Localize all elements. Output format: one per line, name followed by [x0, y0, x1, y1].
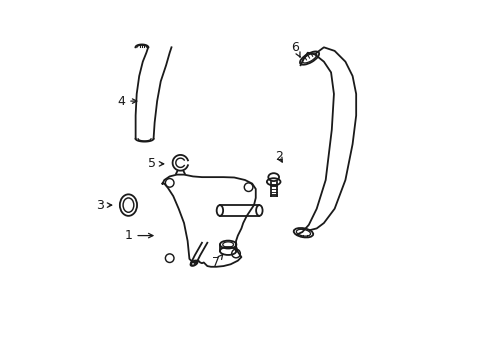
Text: 2: 2: [275, 150, 283, 163]
Text: 3: 3: [96, 199, 112, 212]
Text: 6: 6: [291, 41, 300, 57]
Text: 4: 4: [117, 95, 137, 108]
Text: 5: 5: [148, 157, 164, 170]
Text: 1: 1: [124, 229, 153, 242]
Text: 7: 7: [212, 254, 223, 269]
